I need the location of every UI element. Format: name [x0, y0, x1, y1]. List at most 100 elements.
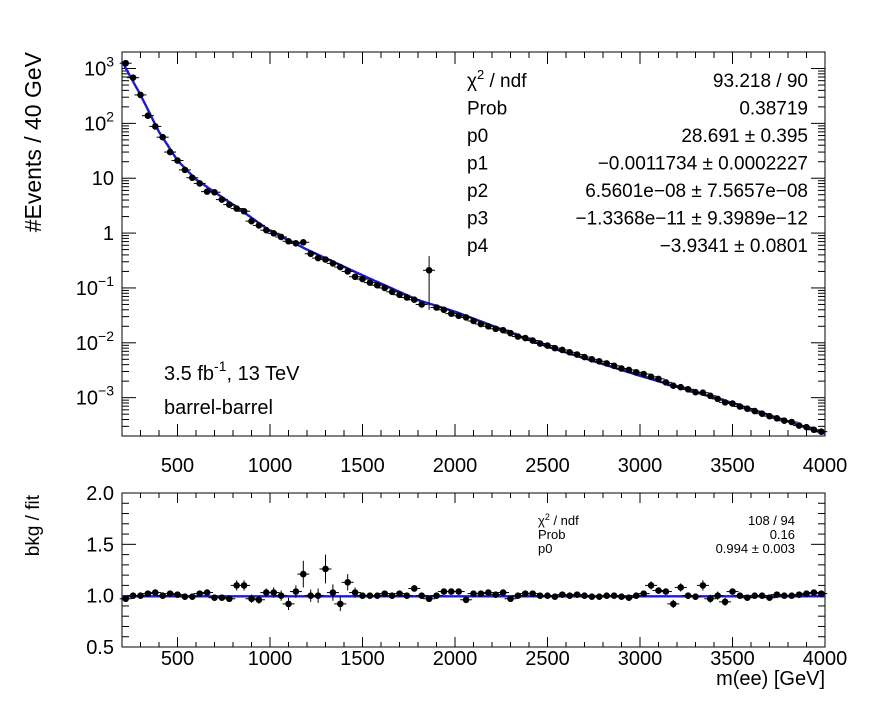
data-point: [773, 591, 781, 598]
stats-value: 0.38719: [739, 99, 808, 120]
data-point: [152, 123, 159, 130]
x-tick-label: 4000: [803, 455, 848, 477]
data-point: [795, 422, 803, 429]
data-point: [374, 281, 381, 289]
data-point: [240, 582, 248, 589]
x-tick-label: 500: [161, 455, 194, 477]
data-point: [277, 592, 285, 599]
data-point: [781, 417, 788, 425]
data-point: [729, 400, 736, 407]
data-point: [736, 403, 744, 410]
data-point: [411, 585, 418, 592]
data-point: [218, 594, 226, 602]
data-point: [152, 589, 159, 596]
data-point: [174, 157, 181, 164]
data-point: [344, 579, 352, 586]
data-point: [596, 357, 603, 365]
data-point: [433, 304, 440, 311]
stats-label: Prob: [538, 527, 565, 542]
data-point: [625, 366, 633, 374]
y-tick-label: 10−1: [76, 273, 114, 300]
data-point: [647, 582, 655, 589]
data-point: [707, 595, 714, 603]
data-point: [359, 592, 366, 599]
data-point: [248, 595, 255, 603]
stats-value: 108 / 94: [748, 513, 795, 528]
stats-label: χ2 / ndf: [467, 67, 527, 92]
data-point: [203, 188, 211, 195]
x-tick-label: 4000: [803, 648, 848, 670]
data-point: [233, 582, 240, 589]
data-point: [233, 205, 240, 212]
data-point: [810, 589, 818, 596]
data-point: [707, 392, 714, 400]
data-point: [129, 592, 137, 599]
data-point: [292, 240, 300, 247]
stats-value: −1.3368e−11 ± 9.3989e−12: [576, 209, 809, 230]
y-tick-label: 1.5: [86, 534, 114, 556]
data-point: [766, 594, 773, 602]
data-point: [522, 590, 529, 597]
data-point: [255, 222, 263, 229]
main-stats-box: χ2 / ndf 93.218 / 90 Prob 0.38719 p0 28.691 ±…: [467, 67, 808, 257]
x-tick-label: 2500: [525, 648, 570, 670]
data-point: [166, 148, 174, 156]
data-point: [411, 296, 418, 304]
data-point: [344, 268, 352, 275]
data-point: [781, 592, 788, 599]
data-point: [633, 368, 640, 376]
data-point: [240, 207, 248, 215]
data-point: [329, 260, 337, 267]
data-point: [773, 415, 781, 422]
data-point: [448, 310, 455, 317]
data-point: [744, 405, 751, 412]
data-point: [573, 351, 581, 358]
data-point: [307, 592, 315, 599]
data-point: [766, 412, 773, 420]
data-point: [314, 592, 322, 599]
data-point: [322, 256, 329, 263]
data-point: [788, 418, 795, 426]
data-point: [677, 584, 684, 591]
data-point: [181, 593, 189, 600]
data-point: [640, 370, 647, 378]
region-annotation: barrel-barrel: [164, 397, 273, 419]
data-point: [529, 337, 536, 344]
data-point: [581, 592, 588, 599]
ratio-data-points: [119, 554, 828, 612]
data-point: [270, 589, 278, 596]
data-point: [485, 322, 492, 330]
stats-label: Prob: [467, 99, 507, 120]
data-point: [425, 595, 433, 603]
data-point: [166, 590, 174, 597]
data-point: [455, 312, 463, 320]
data-point: [544, 342, 551, 349]
data-point: [536, 592, 544, 599]
data-point: [566, 349, 573, 356]
data-point: [662, 379, 670, 386]
data-point: [655, 375, 662, 383]
data-point: [640, 590, 647, 597]
data-point: [277, 233, 285, 241]
data-point: [285, 600, 292, 608]
data-point: [803, 423, 810, 431]
data-point: [307, 250, 315, 258]
data-point: [448, 588, 455, 595]
stats-value: 6.5601e−08 ± 7.5657e−08: [585, 181, 808, 202]
data-point: [581, 353, 588, 361]
data-point: [714, 592, 721, 599]
data-point: [618, 365, 625, 372]
data-point: [684, 386, 692, 393]
stats-label: χ2 / ndf: [538, 512, 579, 528]
data-point: [559, 591, 566, 598]
data-point: [462, 314, 470, 321]
data-point: [337, 600, 344, 608]
data-point: [566, 592, 573, 599]
ratio-y-axis-label: bkg / fit: [23, 494, 44, 556]
data-point: [292, 588, 300, 595]
data-point: [203, 589, 211, 596]
data-point: [670, 600, 677, 608]
data-point: [388, 288, 396, 296]
data-point: [588, 593, 596, 600]
